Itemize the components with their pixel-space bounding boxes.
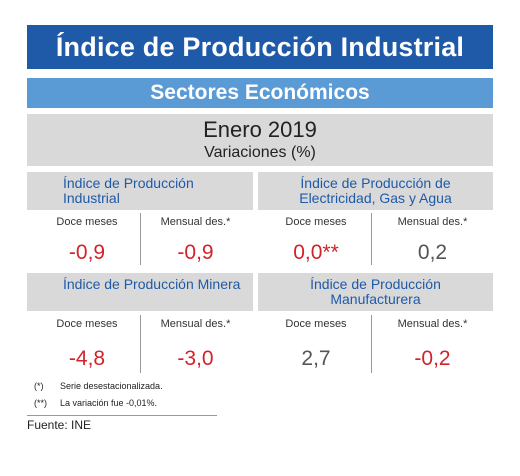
- subtitle: Sectores Económicos: [27, 78, 493, 108]
- footnote-2-mark: (**): [34, 398, 47, 408]
- card-manufacturing-col1: Doce meses: [285, 318, 347, 330]
- card-mining-value2: -3,0: [177, 347, 214, 370]
- card-mining-col1: Doce meses: [56, 318, 118, 330]
- card-manufacturing-value2: -0,2: [414, 347, 451, 370]
- card-industrial-title: Índice de Producción Industrial: [27, 172, 253, 210]
- period-panel: Enero 2019 Variaciones (%): [27, 114, 493, 166]
- card-manufacturing-title: Índice de Producción Manufacturera: [258, 273, 493, 311]
- card-mining-title: Índice de Producción Minera: [27, 273, 253, 311]
- card-mining-value1: -4,8: [68, 347, 106, 370]
- card-manufacturing-col2: Mensual des.*: [397, 318, 468, 330]
- card-electricity-value1: 0,0**: [293, 241, 339, 264]
- card-mining-divider: [140, 315, 141, 373]
- card-electricity-col2: Mensual des.*: [397, 216, 468, 228]
- card-industrial-value1: -0,9: [68, 241, 106, 264]
- footnote-1-text: Serie desestacionalizada.: [60, 381, 163, 391]
- card-mining-col2: Mensual des.*: [160, 318, 231, 330]
- card-electricity-col1: Doce meses: [285, 216, 347, 228]
- unit-label: Variaciones (%): [204, 144, 316, 161]
- footnote-2-text: La variación fue -0,01%.: [60, 398, 158, 408]
- card-electricity-title: Índice de Producción de Electricidad, Ga…: [258, 172, 493, 210]
- card-industrial-col2: Mensual des.*: [160, 216, 231, 228]
- footer-divider: [27, 415, 217, 416]
- card-electricity-divider: [371, 213, 372, 265]
- source-label: Fuente: INE: [27, 418, 92, 432]
- main-title: Índice de Producción Industrial: [27, 25, 493, 69]
- card-industrial-divider: [140, 213, 141, 265]
- footnote-1-mark: (*): [34, 381, 44, 391]
- card-manufacturing-value1: 2,7: [301, 347, 331, 370]
- card-manufacturing-divider: [371, 315, 372, 373]
- card-industrial-col1: Doce meses: [56, 216, 118, 228]
- card-electricity-value2: 0,2: [417, 241, 448, 264]
- card-industrial-value2: -0,9: [177, 241, 214, 264]
- period-label: Enero 2019: [203, 117, 317, 142]
